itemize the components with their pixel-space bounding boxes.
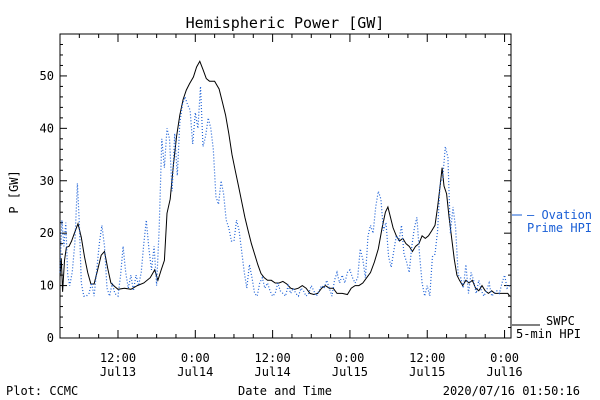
x-tick-label-time: 0:00 xyxy=(181,351,210,365)
footer-timestamp: 2020/07/16 01:50:16 xyxy=(443,384,580,398)
x-tick-label-time: 12:00 xyxy=(409,351,445,365)
x-tick-label-date: Jul13 xyxy=(100,365,136,379)
y-tick-label: 30 xyxy=(40,174,54,188)
legend-swpc: SWPC 5-min HPI xyxy=(512,314,581,341)
x-tick-label-date: Jul14 xyxy=(177,365,213,379)
x-tick-label-date: Jul16 xyxy=(486,365,522,379)
plot-frame xyxy=(59,33,512,339)
x-tick-label-time: 12:00 xyxy=(255,351,291,365)
y-tick-label: 40 xyxy=(40,121,54,135)
x-tick-label-time: 0:00 xyxy=(490,351,519,365)
legend-swpc-line2: 5-min HPI xyxy=(516,327,581,341)
series-line-ovation xyxy=(59,86,511,299)
x-axis: 12:00Jul130:00Jul1412:00Jul140:00Jul1512… xyxy=(59,34,523,379)
x-tick-label-date: Jul15 xyxy=(332,365,368,379)
series-layer xyxy=(59,60,511,299)
y-tick-label: 50 xyxy=(40,69,54,83)
x-tick-label-date: Jul14 xyxy=(255,365,291,379)
y-tick-label: 10 xyxy=(40,279,54,293)
x-tick-label-time: 12:00 xyxy=(100,351,136,365)
footer-plot-credit: Plot: CCMC xyxy=(6,384,78,398)
y-tick-label: 0 xyxy=(47,331,54,345)
legend-ovation-line1: — Ovation xyxy=(527,208,592,222)
chart-title: Hemispheric Power [GW] xyxy=(186,14,385,32)
y-tick-label: 20 xyxy=(40,226,54,240)
y-axis: 0 10 20 30 40 50 xyxy=(40,33,511,345)
series-line-swpc xyxy=(59,60,511,297)
x-tick-label-time: 0:00 xyxy=(335,351,364,365)
legend-swpc-line1: SWPC xyxy=(546,314,575,328)
legend-ovation: — Ovation Prime HPI xyxy=(512,208,592,235)
x-axis-label: Date and Time xyxy=(238,384,332,398)
y-axis-label: P [GW] xyxy=(7,170,21,213)
x-tick-label-date: Jul15 xyxy=(409,365,445,379)
legend-ovation-line2: Prime HPI xyxy=(527,221,592,235)
